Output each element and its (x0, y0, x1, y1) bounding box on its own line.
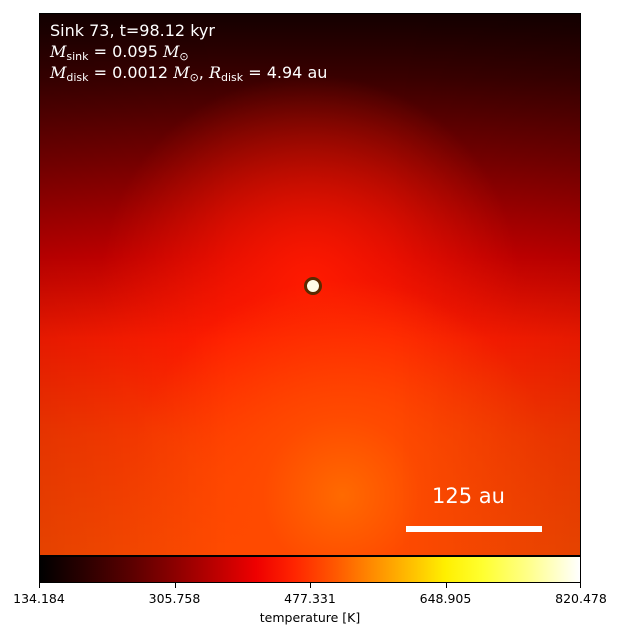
sink-mass-line: Msink = 0.095 M⊙ (50, 43, 189, 66)
r-disk-symbol: R (208, 63, 222, 82)
scale-bar (406, 526, 542, 532)
colorbar-label: temperature [K] (259, 610, 361, 625)
m-sink-value: = 0.095 (88, 42, 163, 61)
colorbar-tick-label: 134.184 (13, 591, 65, 606)
m-disk-symbol: M (50, 63, 67, 82)
colorbar-tick-label: 648.905 (419, 591, 472, 606)
r-disk-sep: , (198, 63, 209, 82)
r-disk-subscript: disk (221, 71, 244, 84)
colorbar (39, 556, 581, 583)
r-disk-value: = 4.94 au (243, 63, 328, 82)
colorbar-tick-label: 305.758 (148, 591, 201, 606)
m-disk-subscript: disk (66, 71, 89, 84)
scale-bar-label: 125 au (432, 484, 505, 508)
colorbar-tick (445, 583, 447, 588)
colorbar-tick-label: 820.478 (555, 591, 607, 606)
m-sink-unit-sub: ⊙ (179, 50, 189, 63)
m-disk-value: = 0.0012 (88, 63, 174, 82)
disk-info-line: Mdisk = 0.0012 M⊙, Rdisk = 4.94 au (50, 64, 327, 87)
m-disk-unit-sub: ⊙ (189, 71, 199, 84)
colorbar-tick (580, 583, 581, 588)
colorbar-tick (310, 583, 311, 588)
sink-info-line: Sink 73, t=98.12 kyr (50, 22, 215, 40)
colorbar-tick (174, 583, 176, 588)
m-sink-unit: M (163, 42, 180, 61)
sink-title: Sink 73, t=98.12 kyr (50, 21, 215, 40)
m-disk-unit: M (173, 63, 190, 82)
m-sink-symbol: M (50, 42, 67, 61)
temperature-map: Sink 73, t=98.12 kyr Msink = 0.095 M⊙ Md… (39, 13, 581, 556)
m-sink-subscript: sink (66, 50, 89, 63)
sink-marker (304, 277, 322, 295)
colorbar-tick-label: 477.331 (284, 591, 336, 606)
colorbar-tick (39, 583, 40, 588)
